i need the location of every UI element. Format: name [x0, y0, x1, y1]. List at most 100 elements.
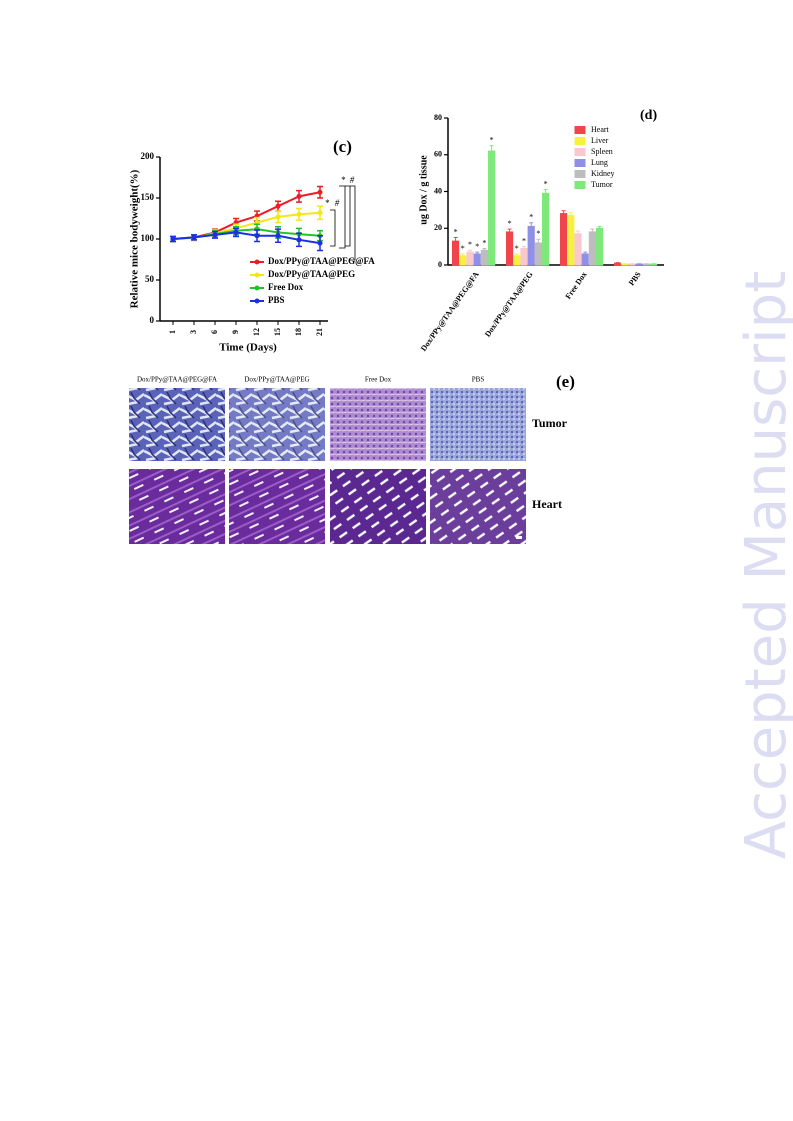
- legend-label: Liver: [591, 136, 609, 145]
- x-tick-label: 12: [252, 328, 261, 336]
- error-bar: [536, 238, 541, 243]
- significance-mark: #: [335, 198, 340, 208]
- legend-label: Tumor: [591, 180, 613, 189]
- bar: [480, 249, 488, 266]
- bar: [542, 192, 550, 266]
- legend-swatch: [574, 137, 586, 145]
- x-tick-label: Free Dox: [563, 270, 588, 301]
- bar: [628, 263, 636, 266]
- y-tick-label: 200: [141, 151, 155, 161]
- micrograph: [129, 388, 225, 461]
- error-bar: [522, 246, 526, 249]
- point: [317, 240, 323, 246]
- significance-mark: *: [490, 135, 494, 144]
- bar: [534, 242, 542, 266]
- legend-marker: [254, 298, 260, 304]
- point: [170, 236, 176, 242]
- series-line: [172, 231, 321, 245]
- point: [317, 210, 323, 216]
- y-tick-label: 150: [141, 192, 155, 202]
- error-bar: [576, 230, 580, 234]
- legend-label: Spleen: [591, 147, 613, 156]
- point: [233, 229, 239, 235]
- legend-label: Lung: [591, 158, 608, 167]
- legend-label: Dox/PPy@TAA@PEG: [268, 269, 355, 279]
- bar: [596, 227, 604, 266]
- bar: [621, 263, 629, 266]
- column-label: Free Dox: [365, 376, 392, 384]
- bar: [488, 150, 496, 266]
- column-label: PBS: [472, 376, 485, 384]
- y-tick-label: 50: [145, 274, 155, 284]
- bar: [473, 253, 481, 266]
- significance-mark: *: [529, 213, 533, 222]
- panel-label: (d): [640, 108, 657, 123]
- error-bar: [453, 236, 458, 242]
- y-tick-label: 20: [434, 223, 442, 232]
- legend-label: Dox/PPy@TAA@PEG@FA: [268, 256, 375, 266]
- error-bar: [615, 262, 620, 264]
- significance-mark: *: [536, 229, 540, 238]
- significance-mark: *: [515, 244, 519, 253]
- error-bar: [489, 145, 494, 152]
- point: [212, 232, 218, 238]
- legend-marker: [254, 259, 260, 265]
- significance-bracket: [345, 185, 356, 261]
- legend-swatch: [574, 170, 586, 178]
- x-tick-label: 9: [231, 330, 240, 334]
- x-tick-label: 15: [273, 328, 282, 336]
- error-bar: [460, 253, 465, 256]
- y-tick-label: 0: [438, 260, 442, 269]
- panel-label: (e): [556, 372, 575, 391]
- significance-mark: *: [544, 179, 548, 188]
- error-bar: [597, 225, 602, 229]
- significance-mark: *: [461, 244, 465, 253]
- y-tick-label: 60: [434, 150, 442, 159]
- error-bar: [568, 212, 573, 216]
- legend-marker: [254, 272, 260, 278]
- point: [254, 233, 260, 239]
- y-axis-title: Relative mice bodyweight(%): [129, 169, 141, 308]
- bar: [588, 231, 596, 266]
- bar: [581, 253, 589, 266]
- error-bar: [583, 251, 588, 254]
- error-bar: [561, 210, 566, 214]
- point: [191, 234, 197, 240]
- bar: [513, 255, 521, 266]
- micrograph: [229, 388, 325, 461]
- y-tick-label: 80: [434, 113, 442, 122]
- point: [296, 211, 302, 217]
- y-tick-label: 40: [434, 186, 442, 195]
- legend-swatch: [574, 159, 586, 167]
- column-label: Dox/PPy@TAA@PEG: [244, 376, 309, 384]
- scale-bar: [516, 536, 522, 539]
- point: [275, 203, 281, 209]
- x-tick-label: Dox/PPy@TAA@PEG: [483, 270, 535, 339]
- legend-label: Kidney: [591, 169, 615, 178]
- legend-swatch: [574, 181, 586, 189]
- error-bar: [543, 189, 548, 194]
- significance-mark: *: [341, 175, 346, 185]
- significance-mark: *: [468, 240, 472, 249]
- bar: [567, 214, 575, 266]
- significance-mark: *: [325, 198, 330, 208]
- significance-bracket: [330, 185, 346, 249]
- panel-label: (c): [333, 137, 352, 156]
- y-tick-label: 100: [141, 233, 155, 243]
- bar: [650, 263, 658, 266]
- legend-marker: [254, 285, 260, 291]
- bar: [506, 231, 514, 266]
- x-tick-label: 3: [189, 330, 198, 334]
- significance-mark: *: [475, 242, 479, 251]
- bar: [466, 251, 474, 266]
- x-tick-label: Dox/PPy@TAA@PEG@FA: [419, 270, 481, 353]
- micrograph: [330, 388, 426, 461]
- watermark: Accepted Manuscript: [734, 271, 793, 859]
- micrograph: [229, 469, 325, 544]
- point: [275, 233, 281, 239]
- significance-mark: *: [454, 227, 458, 236]
- point: [317, 189, 323, 195]
- bar: [560, 213, 568, 266]
- error-bar: [482, 247, 487, 251]
- error-bar: [514, 253, 519, 256]
